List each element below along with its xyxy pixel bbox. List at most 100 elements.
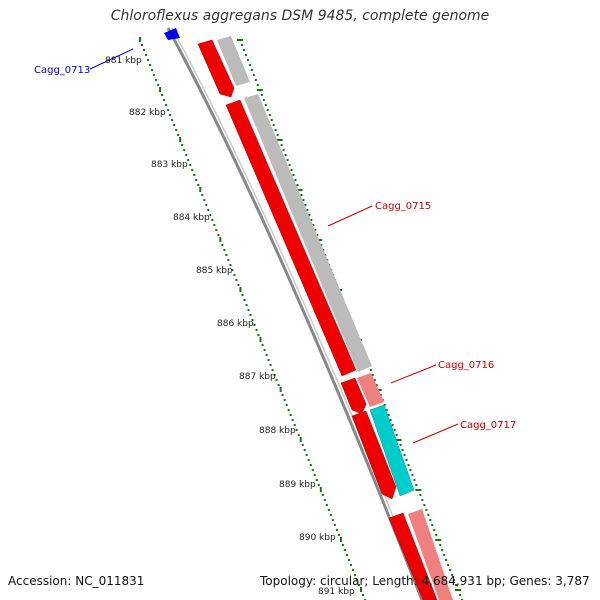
outer-dot <box>411 474 414 476</box>
outer-dot <box>375 389 382 391</box>
outer-dot <box>286 159 289 161</box>
leader-cagg0715 <box>327 205 373 227</box>
feature-pink-1[interactable] <box>357 373 384 407</box>
outer-dot <box>308 214 311 216</box>
scale-dot <box>225 254 228 256</box>
feature-gray-1[interactable] <box>217 36 250 86</box>
outer-dot <box>435 539 442 541</box>
cds-highlight-cagg0717[interactable] <box>369 404 415 497</box>
feature-pink-2[interactable] <box>408 509 453 600</box>
scale-dot <box>319 487 322 492</box>
scale-dot <box>321 494 324 496</box>
outer-dot <box>242 49 245 51</box>
scale-tick-label: 886 kbp <box>217 319 254 329</box>
accession-text: Accession: NC_011831 <box>8 574 145 588</box>
scale-dot <box>325 504 328 506</box>
outer-dot <box>451 574 454 576</box>
outer-dot <box>395 434 398 436</box>
outer-dot <box>252 74 255 76</box>
scale-dot <box>153 74 156 76</box>
scale-dot <box>259 337 262 342</box>
outer-dot <box>296 184 299 186</box>
outer-dot <box>431 524 434 526</box>
cds-arrow-cagg0717[interactable] <box>351 410 397 500</box>
scale-dot <box>361 594 364 596</box>
outer-dot <box>296 189 303 191</box>
scale-dot <box>209 214 212 216</box>
scale-dot <box>237 284 240 286</box>
gene-label-cagg0717[interactable]: Cagg_0717 <box>460 420 516 431</box>
scale-dot <box>229 264 232 266</box>
cds-arrow-cagg0716[interactable] <box>340 377 367 415</box>
cds-arrow-cagg0714[interactable] <box>197 39 235 98</box>
outer-dot <box>248 64 251 66</box>
scale-dot <box>305 454 308 456</box>
scale-dot <box>335 529 338 531</box>
scale-dot <box>313 474 316 476</box>
outer-dot <box>244 54 247 56</box>
gene-label-cagg0716[interactable]: Cagg_0716 <box>438 360 494 371</box>
scale-dot <box>149 64 152 66</box>
scale-tick-label: 888 kbp <box>259 426 296 436</box>
scale-dot <box>159 87 162 92</box>
scale-tick-label: 883 kbp <box>151 160 188 170</box>
scale-dot <box>353 574 356 576</box>
scale-dot <box>245 304 248 306</box>
outer-dot <box>401 449 404 451</box>
scale-dot <box>349 564 352 566</box>
scale-dot <box>191 169 194 171</box>
scale-dot <box>203 199 206 201</box>
outer-dot <box>312 224 315 226</box>
outer-dot <box>316 234 319 236</box>
gene-label-cagg0715[interactable]: Cagg_0715 <box>375 201 431 212</box>
outer-dot <box>399 444 402 446</box>
scale-dot <box>331 519 334 521</box>
outer-dot <box>413 479 416 481</box>
outer-dot <box>373 379 376 381</box>
scale-dot <box>161 94 164 96</box>
outer-dot <box>455 584 458 586</box>
outer-dot <box>314 229 317 231</box>
cds-arrow-cagg0718[interactable] <box>388 512 438 600</box>
outer-dot <box>419 494 422 496</box>
scale-tick-label: 891 kbp <box>318 587 355 597</box>
scale-dotted-line <box>139 37 366 600</box>
gene-label-cagg0713[interactable]: Cagg_0713 <box>34 65 90 76</box>
leader-cagg0713 <box>89 48 134 70</box>
feature-gray-2[interactable] <box>244 94 372 372</box>
scale-dot <box>327 509 330 511</box>
outer-dot <box>415 489 422 491</box>
scale-dot <box>243 299 246 301</box>
genome-backbone <box>166 27 424 600</box>
outer-dot <box>391 424 394 426</box>
outer-dot <box>302 199 305 201</box>
scale-tick-label: 882 kbp <box>129 108 166 118</box>
outer-dot <box>306 209 309 211</box>
scale-dot <box>263 349 266 351</box>
scale-dot <box>143 49 146 51</box>
outer-dot <box>290 169 293 171</box>
outer-dot <box>445 559 448 561</box>
cds-arrow-cagg0715[interactable] <box>225 99 357 377</box>
scale-dot <box>247 309 250 311</box>
outer-dot <box>282 149 285 151</box>
scale-dot <box>347 559 350 561</box>
outer-dot <box>369 369 372 371</box>
outer-dot <box>407 464 410 466</box>
scale-dot <box>223 249 226 251</box>
outer-dot <box>435 534 438 536</box>
scale-tick-label: 890 kbp <box>299 533 336 543</box>
outer-dot <box>276 139 283 141</box>
outer-dot <box>262 99 265 101</box>
scale-dot <box>177 134 180 136</box>
gene-marker-cagg0713[interactable] <box>164 28 180 40</box>
outer-dot <box>260 94 263 96</box>
scale-dot <box>183 149 186 151</box>
outer-dot <box>393 429 396 431</box>
outer-dot <box>409 469 412 471</box>
scale-dot <box>227 259 230 261</box>
outer-dot <box>405 459 408 461</box>
outer-dot <box>274 129 277 131</box>
scale-dot <box>269 364 272 366</box>
scale-dot <box>175 129 178 131</box>
